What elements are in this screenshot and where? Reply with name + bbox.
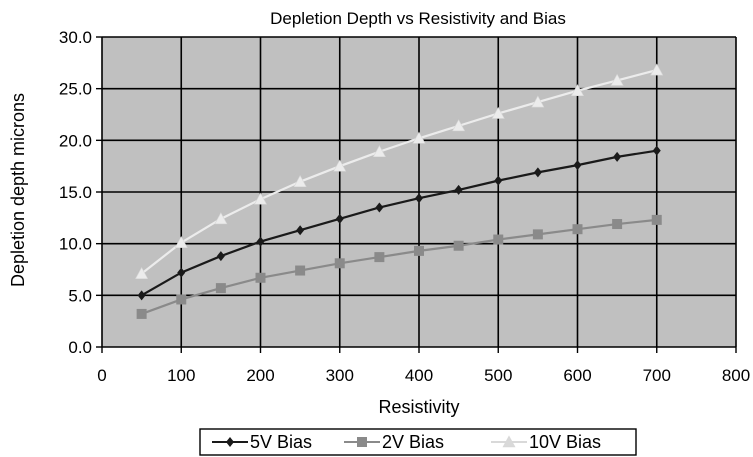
data-point — [253, 192, 268, 205]
x-tick-label: 600 — [563, 366, 591, 385]
series-10v-bias — [135, 63, 664, 279]
data-point — [333, 159, 347, 172]
axes — [96, 36, 737, 353]
data-point — [214, 212, 228, 225]
series-line — [141, 149, 657, 297]
y-tick-label: 25.0 — [59, 80, 92, 99]
data-point — [533, 167, 542, 178]
legend-marker — [502, 435, 516, 448]
x-tick-label: 400 — [405, 366, 433, 385]
data-point — [177, 267, 186, 278]
data-point — [491, 106, 505, 119]
data-point — [137, 290, 146, 301]
legend-marker — [226, 437, 234, 447]
data-point — [374, 252, 385, 263]
x-tick-label: 800 — [722, 366, 750, 385]
x-tick-label: 200 — [246, 366, 274, 385]
series-5v-bias — [137, 145, 661, 301]
data-point — [494, 175, 503, 186]
data-point — [334, 258, 345, 269]
data-point — [255, 272, 266, 283]
data-point — [613, 151, 622, 162]
data-point — [532, 229, 543, 240]
data-point — [650, 63, 664, 76]
x-tick-label: 500 — [484, 366, 512, 385]
y-axis-label: Depletion depth microns — [8, 93, 28, 287]
data-point — [572, 224, 583, 235]
data-point — [372, 145, 386, 157]
data-point — [176, 294, 187, 305]
x-tick-label: 300 — [326, 366, 354, 385]
data-point — [612, 219, 623, 230]
x-tick-labels: 0 100 200 300 400 500 600 700 800 — [97, 366, 750, 385]
data-point — [136, 308, 147, 319]
data-point — [216, 251, 225, 262]
data-point — [573, 160, 582, 171]
data-point — [652, 145, 661, 156]
data-point — [296, 225, 305, 236]
data-point — [414, 245, 424, 256]
data-point — [493, 234, 504, 245]
data-point — [454, 184, 463, 195]
y-tick-label: 0.0 — [68, 338, 92, 357]
y-tick-label: 5.0 — [68, 286, 92, 305]
data-point — [335, 213, 344, 224]
data-point — [174, 236, 188, 248]
x-tick-label: 700 — [643, 366, 671, 385]
data-point — [651, 214, 662, 225]
data-point — [412, 131, 426, 144]
data-point — [135, 267, 149, 279]
chart-title: Depletion Depth vs Resistivity and Bias — [270, 9, 566, 28]
legend-label: 5V Bias — [250, 432, 312, 452]
series-2v-bias — [136, 214, 662, 319]
data-point — [570, 84, 585, 97]
grid-lines — [102, 36, 737, 347]
y-tick-labels: 0.0 5.0 10.0 15.0 20.0 25.0 30.0 — [59, 28, 92, 357]
data-point — [256, 236, 265, 247]
legend-label: 2V Bias — [382, 432, 444, 452]
x-axis-label: Resistivity — [378, 397, 459, 417]
series-line — [141, 218, 657, 315]
y-tick-label: 30.0 — [59, 28, 92, 47]
data-point — [295, 265, 306, 276]
data-point — [453, 240, 464, 251]
legend-entry: 10V Bias — [491, 432, 601, 452]
y-tick-label: 10.0 — [59, 235, 92, 254]
data-point — [415, 193, 423, 204]
legend: 5V Bias 2V Bias 10V Bias — [199, 428, 637, 456]
data-point — [293, 175, 307, 187]
data-point — [215, 283, 226, 294]
y-tick-label: 20.0 — [59, 131, 92, 150]
legend-label: 10V Bias — [529, 432, 601, 452]
legend-box — [199, 428, 637, 456]
x-tick-label: 100 — [167, 366, 195, 385]
data-point — [610, 73, 624, 86]
series-line — [140, 69, 658, 275]
legend-entry: 2V Bias — [344, 432, 444, 452]
data-point — [531, 95, 545, 108]
series-group — [135, 63, 664, 319]
data-point — [375, 202, 384, 213]
y-tick-label: 15.0 — [59, 183, 92, 202]
legend-entry: 5V Bias — [212, 432, 312, 452]
x-tick-label: 0 — [97, 366, 106, 385]
legend-marker — [357, 437, 367, 447]
data-point — [452, 119, 466, 132]
